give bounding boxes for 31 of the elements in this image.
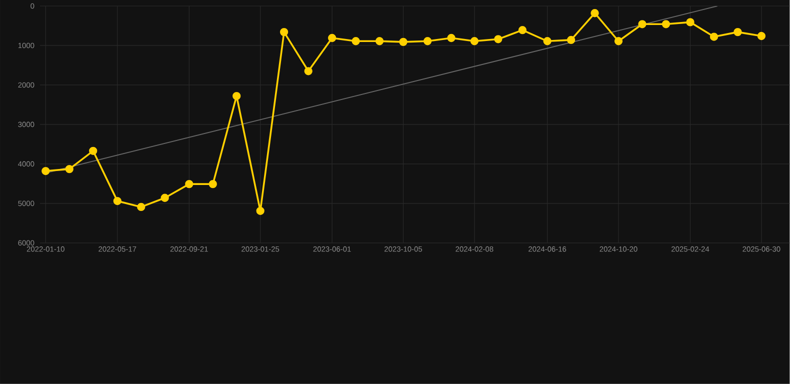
point	[470, 37, 479, 46]
point	[662, 20, 670, 28]
point	[590, 9, 599, 18]
point	[494, 35, 502, 44]
point	[686, 18, 694, 26]
point	[65, 165, 74, 174]
point	[304, 67, 312, 76]
point	[256, 206, 264, 216]
point	[614, 37, 623, 46]
point	[89, 146, 98, 156]
point	[399, 38, 408, 46]
point	[375, 37, 384, 46]
point	[208, 180, 217, 188]
point	[328, 34, 336, 42]
point	[638, 20, 646, 28]
point	[543, 37, 552, 46]
point	[352, 37, 360, 46]
point	[757, 32, 766, 40]
point	[423, 37, 432, 46]
point	[42, 167, 50, 176]
point	[232, 92, 241, 100]
point	[280, 28, 288, 36]
point	[710, 32, 718, 41]
point	[734, 28, 742, 36]
point	[566, 36, 576, 44]
point	[185, 180, 194, 188]
point	[113, 197, 122, 206]
point	[160, 194, 169, 202]
point	[518, 26, 527, 34]
point	[447, 34, 456, 42]
point	[137, 202, 146, 212]
